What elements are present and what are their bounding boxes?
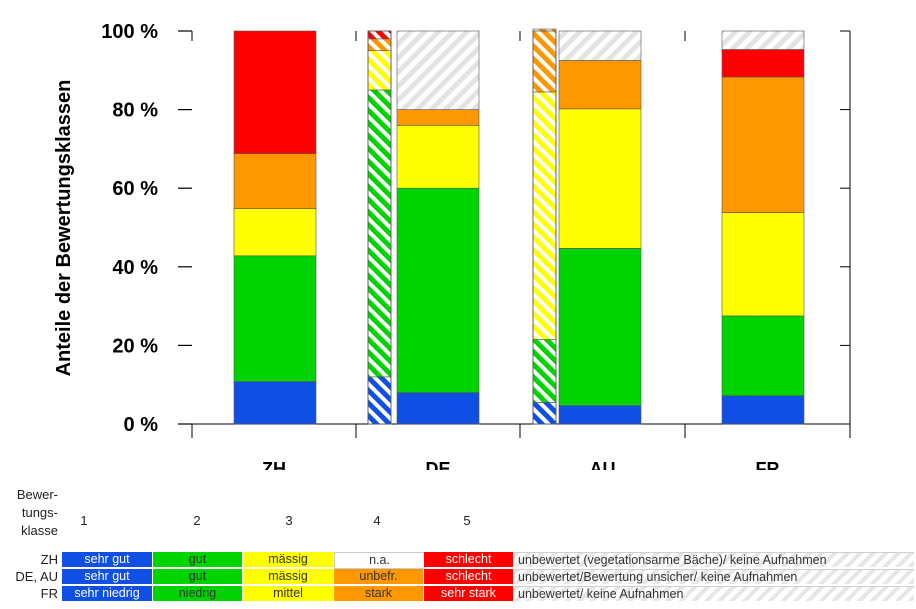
bar-segment-class-1: [396, 392, 480, 425]
y-tick-label: 100 %: [101, 21, 158, 43]
legend-header-line: klasse: [21, 523, 58, 538]
x-tick-label: FR: [756, 459, 780, 470]
legend-cell-class-3: mässig: [243, 552, 333, 567]
y-tick-label: 40 %: [112, 257, 158, 279]
legend-cell-class-1: sehr gut: [62, 552, 152, 567]
bar-segment-class-3: [367, 50, 392, 91]
bar-segment-class-1: [532, 402, 557, 425]
y-tick-label: 20 %: [112, 335, 158, 357]
bar-segment-class-5: [367, 30, 392, 40]
x-tick-label: DE: [425, 459, 450, 470]
bar-segment-class-4: [532, 28, 557, 93]
stacked-bar-chart: 0 % 20 % 40 % 60 % 80 % 100 % ZH DE AU FR Anteile …: [53, 21, 851, 470]
y-tick-label: 60 %: [112, 178, 158, 200]
bar-segment-class-1: [721, 395, 805, 425]
legend-cell-class-2: gut: [153, 552, 242, 567]
legend-cell-class-2: gut: [153, 569, 242, 584]
legend-class-number: 3: [285, 513, 293, 528]
bar-segment-class-3: [233, 208, 317, 257]
bar-segment-class-4: [396, 109, 480, 126]
bar-segment-class-4: [367, 38, 392, 51]
bar-segment-class-3: [721, 212, 805, 317]
y-tick-label: 0 %: [124, 414, 159, 436]
bar-segment-class-3: [532, 91, 557, 340]
legend-row: ZH sehr gut gut mässig n.a. schlecht unbewerte…: [0, 552, 916, 569]
legend-row-label: FR: [40, 586, 58, 601]
legend-cell-class-4: n.a.: [334, 552, 425, 569]
x-tick-label: AU: [590, 459, 616, 470]
legend-row: FR sehr niedrig niedrig mittel stark sehr sta…: [0, 586, 916, 602]
bar-segment-class-2: [532, 339, 557, 403]
legend-class-number: 1: [80, 513, 88, 528]
y-tick-label: 80 %: [112, 100, 158, 122]
bar-segment-class-5: [233, 30, 317, 154]
bar-group: [233, 28, 805, 425]
bar-segment-class-4: [233, 153, 317, 209]
bar-segment-class-2: [367, 89, 392, 378]
legend-row-label: DE, AU: [15, 569, 58, 584]
bar-outline: [367, 30, 392, 425]
legend-row-label: ZH: [40, 552, 58, 567]
y-axis-label: Anteile der Bewertungsklassen: [53, 80, 75, 377]
legend-cell-unrated: unbewertet (vegetationsarme Bäche)/ kein…: [514, 552, 914, 567]
legend-class-number: 4: [373, 513, 381, 528]
legend-class-number: 2: [193, 513, 201, 528]
bar-segment-class-1: [558, 405, 642, 425]
legend-class-number: 5: [463, 513, 471, 528]
legend-cell-class-2: niedrig: [153, 586, 242, 601]
bar-segment-class-3: [396, 125, 480, 189]
bar-segment-class-2: [396, 187, 480, 393]
legend-cell-class-5: sehr stark: [424, 586, 513, 601]
legend-cell-class-3: mässig: [243, 569, 333, 584]
legend-header-line: Bewer-: [16, 487, 58, 502]
legend-cell-unrated: unbewertet/ keine Aufnahmen: [514, 586, 914, 601]
legend-header-line: tungs-: [21, 505, 58, 520]
bar-segment-class-2: [721, 315, 805, 397]
bar-segment-class-4: [558, 60, 642, 110]
bar-segment-unrated: [558, 30, 642, 61]
bar-segment-class-1: [233, 381, 317, 425]
bar-segment-unrated: [396, 30, 480, 110]
bar-segment-class-2: [558, 248, 642, 406]
legend-cell-class-3: mittel: [243, 586, 333, 601]
legend-cell-class-1: sehr gut: [62, 569, 152, 584]
legend-cell-class-5: schlecht: [424, 569, 513, 584]
bar-segment-class-2: [233, 255, 317, 382]
legend-cell-class-1: sehr niedrig: [62, 586, 152, 601]
axis-labels: 0 % 20 % 40 % 60 % 80 % 100 % ZH DE AU FR Anteile …: [53, 21, 780, 470]
bar-segment-class-5: [721, 49, 805, 78]
legend-cell-class-5: schlecht: [424, 552, 513, 567]
x-tick-label: ZH: [262, 459, 286, 470]
legend-header: Bewer- tungs- klasse: [0, 486, 58, 540]
bar-segment-class-3: [558, 108, 642, 249]
bar-segment-class-4: [721, 76, 805, 213]
bar-outline: [532, 30, 557, 425]
bar-segment-unrated: [721, 30, 805, 50]
legend-cell-unrated: unbewertet/Bewertung unsicher/ keine Auf…: [514, 569, 914, 584]
legend-cell-class-4: unbefr.: [334, 569, 423, 584]
bar-segment-class-1: [367, 376, 392, 425]
legend-row: DE, AU sehr gut gut mässig unbefr. schlecht un…: [0, 569, 916, 585]
legend-cell-class-4: stark: [334, 586, 423, 601]
